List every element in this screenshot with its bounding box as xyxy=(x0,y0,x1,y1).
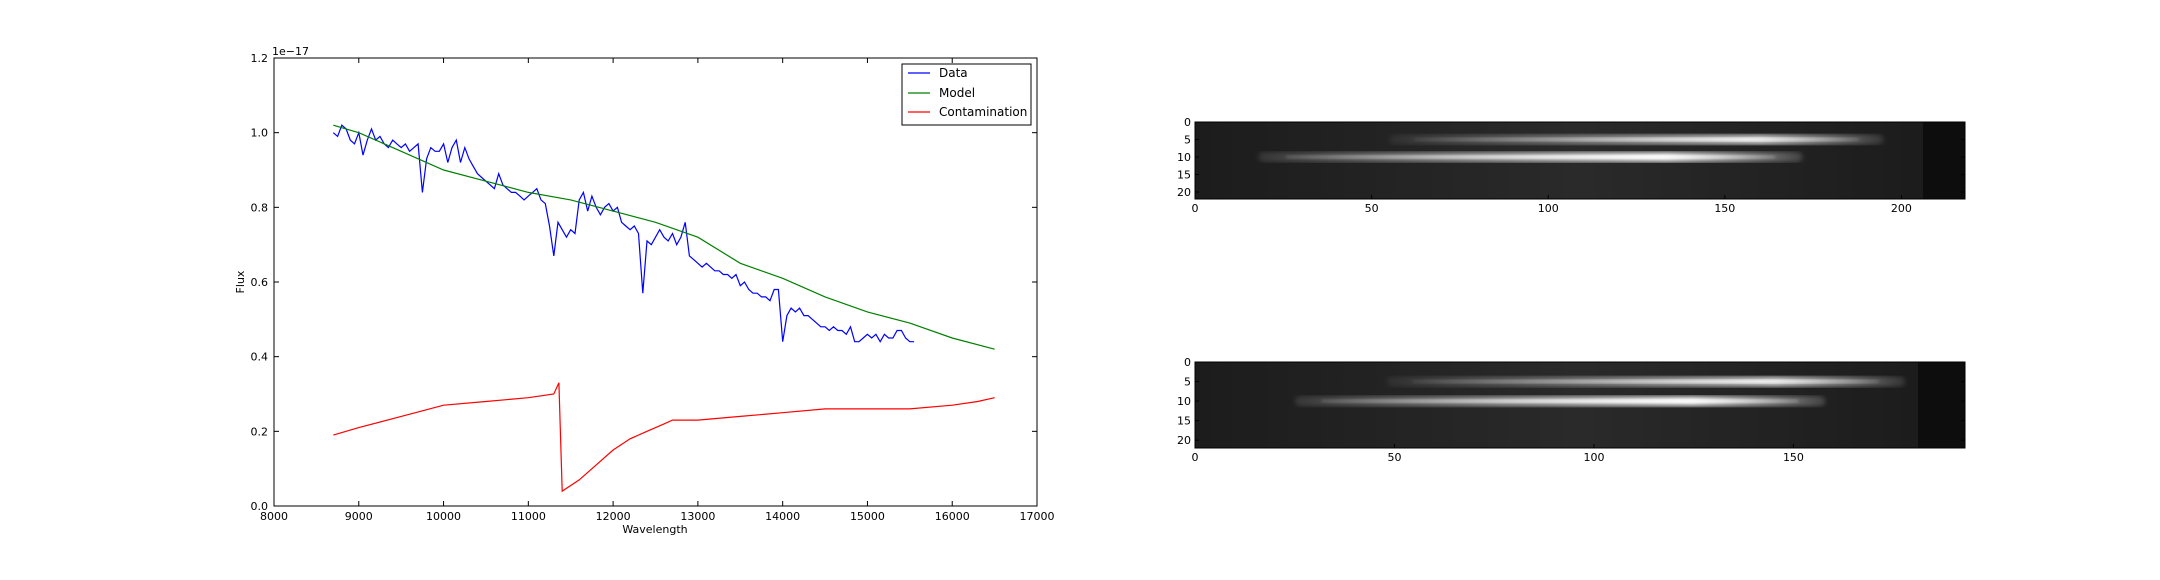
x-tick-label: 10000 xyxy=(426,510,461,523)
x-tick-label: 17000 xyxy=(1020,510,1055,523)
image-top-ticks: 0 50 100 150 200 0 5 10 15 20 xyxy=(1177,116,1965,215)
spectrum-axes-frame xyxy=(273,57,1038,507)
y-tick-label: 1.0 xyxy=(251,127,269,140)
spectrum-ticks: 8000 9000 10000 11000 12000 13000 14000 15000 16… xyxy=(251,52,1055,523)
series-line-model xyxy=(333,124,995,350)
image-y-tick-label: 15 xyxy=(1177,169,1191,182)
spectrum-trace-core xyxy=(1321,399,1799,404)
y-tick-label: 0.0 xyxy=(251,500,269,513)
image-bottom-frame xyxy=(1194,361,1966,449)
y-tick-label: 0.6 xyxy=(251,276,269,289)
image-x-tick-label: 150 xyxy=(1714,202,1735,215)
y-scale-label: 1e−17 xyxy=(272,45,309,58)
image-x-tick-label: 0 xyxy=(1192,202,1199,215)
image-x-tick-label: 150 xyxy=(1783,451,1804,464)
spectrum-series xyxy=(332,124,995,493)
series-line-data xyxy=(332,124,915,343)
y-tick-label: 0.2 xyxy=(251,425,269,438)
x-tick-label: 12000 xyxy=(596,510,631,523)
x-tick-label: 13000 xyxy=(680,510,715,523)
image-top-dark-band xyxy=(1923,122,1965,199)
image-y-tick-label: 0 xyxy=(1184,356,1191,369)
image-top-frame xyxy=(1194,121,1966,200)
x-tick-label: 16000 xyxy=(935,510,970,523)
legend-box xyxy=(901,63,1032,126)
y-tick-label: 0.8 xyxy=(251,201,269,214)
x-tick-label: 15000 xyxy=(850,510,885,523)
image-y-tick-label: 5 xyxy=(1184,134,1191,147)
image-x-tick-label: 200 xyxy=(1891,202,1912,215)
x-tick-label: 14000 xyxy=(765,510,800,523)
image-bottom-traces xyxy=(1294,376,1906,407)
image-x-tick-label: 100 xyxy=(1583,451,1604,464)
y-tick-label: 1.2 xyxy=(251,52,269,65)
spectrum-image-top: 0 50 100 150 200 0 5 10 15 20 xyxy=(1177,116,1966,215)
image-y-tick-label: 5 xyxy=(1184,376,1191,389)
image-y-tick-label: 10 xyxy=(1177,151,1191,164)
image-x-tick-label: 0 xyxy=(1192,451,1199,464)
series-line-contamination xyxy=(333,382,995,493)
y-axis-label: Flux xyxy=(234,270,247,293)
image-y-tick-label: 20 xyxy=(1177,434,1191,447)
image-x-tick-label: 50 xyxy=(1387,451,1401,464)
image-x-tick-label: 100 xyxy=(1538,202,1559,215)
image-y-tick-label: 10 xyxy=(1177,395,1191,408)
legend-label-contamination: Contamination xyxy=(939,105,1027,119)
x-tick-label: 9000 xyxy=(345,510,373,523)
x-tick-label: 8000 xyxy=(260,510,288,523)
image-bottom-ticks: 0 50 100 150 0 5 10 15 20 xyxy=(1177,356,1965,464)
image-bottom-dark-band xyxy=(1918,362,1965,448)
legend: Data Model Contamination xyxy=(901,63,1032,126)
image-top-traces xyxy=(1258,134,1884,162)
spectrum-trace-core xyxy=(1285,155,1776,159)
spectrum-trace-core xyxy=(1413,137,1860,142)
legend-label-data: Data xyxy=(939,66,968,80)
spectrum-plot: 8000 9000 10000 11000 12000 13000 14000 15000 16… xyxy=(234,45,1055,536)
x-axis-label: Wavelength xyxy=(622,523,687,536)
image-x-tick-label: 50 xyxy=(1365,202,1379,215)
image-y-tick-label: 20 xyxy=(1177,186,1191,199)
spectrum-trace-core xyxy=(1412,379,1880,384)
image-y-tick-label: 15 xyxy=(1177,415,1191,428)
y-tick-label: 0.4 xyxy=(251,351,269,364)
x-tick-label: 11000 xyxy=(511,510,546,523)
spectrum-image-bottom: 0 50 100 150 0 5 10 15 20 xyxy=(1177,356,1966,464)
legend-label-model: Model xyxy=(939,86,975,100)
image-y-tick-label: 0 xyxy=(1184,116,1191,129)
